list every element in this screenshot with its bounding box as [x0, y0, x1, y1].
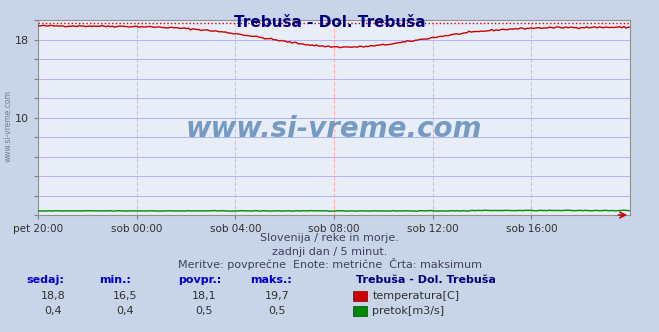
Text: www.si-vreme.com: www.si-vreme.com	[3, 90, 13, 162]
Text: maks.:: maks.:	[250, 275, 292, 285]
Text: sedaj:: sedaj:	[26, 275, 64, 285]
Text: Meritve: povprečne  Enote: metrične  Črta: maksimum: Meritve: povprečne Enote: metrične Črta:…	[177, 258, 482, 270]
Text: Trebuša - Dol. Trebuša: Trebuša - Dol. Trebuša	[234, 15, 425, 30]
Text: povpr.:: povpr.:	[178, 275, 221, 285]
Text: Trebuša - Dol. Trebuša: Trebuša - Dol. Trebuša	[356, 275, 496, 285]
Text: 19,7: 19,7	[264, 291, 289, 301]
Text: 18,8: 18,8	[40, 291, 65, 301]
Text: www.si-vreme.com: www.si-vreme.com	[186, 115, 482, 143]
Text: 18,1: 18,1	[192, 291, 217, 301]
Text: 0,4: 0,4	[117, 306, 134, 316]
Text: zadnji dan / 5 minut.: zadnji dan / 5 minut.	[272, 247, 387, 257]
Text: Slovenija / reke in morje.: Slovenija / reke in morje.	[260, 233, 399, 243]
Text: temperatura[C]: temperatura[C]	[372, 291, 459, 301]
Text: 0,4: 0,4	[44, 306, 61, 316]
Text: pretok[m3/s]: pretok[m3/s]	[372, 306, 444, 316]
Text: 0,5: 0,5	[196, 306, 213, 316]
Text: 16,5: 16,5	[113, 291, 138, 301]
Text: 0,5: 0,5	[268, 306, 285, 316]
Text: min.:: min.:	[99, 275, 130, 285]
